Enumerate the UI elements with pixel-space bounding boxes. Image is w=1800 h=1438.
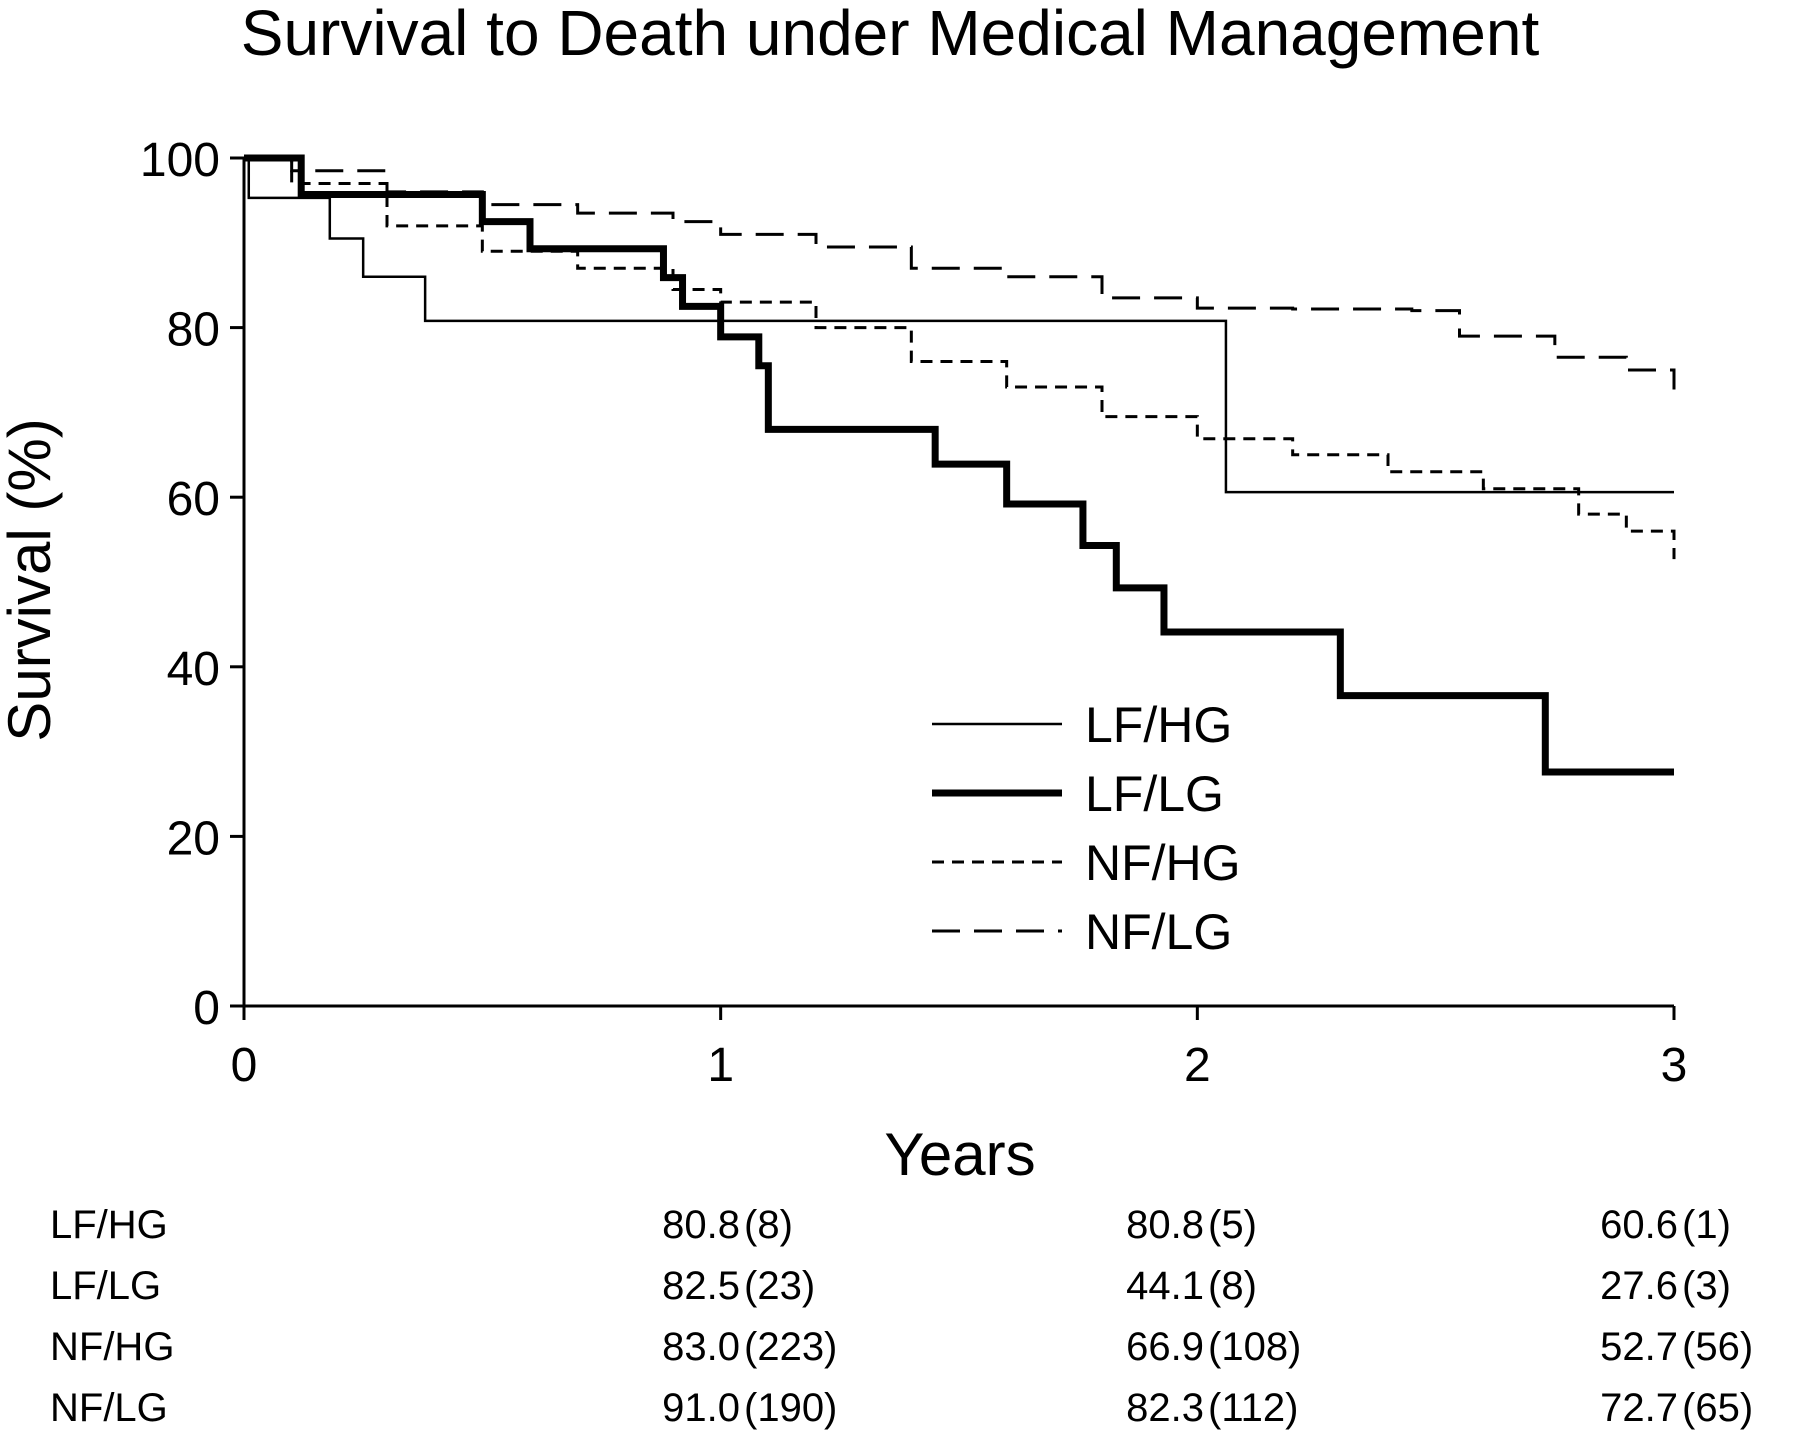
x-tick-label: 1	[707, 1039, 734, 1092]
risk-table-row-label: NF/LG	[50, 1386, 168, 1430]
risk-table-count: (223)	[744, 1325, 837, 1369]
risk-table-count: (56)	[1682, 1325, 1753, 1369]
risk-table-value: 83.0	[662, 1325, 740, 1369]
axes: 0 20 40 60 80 100 0 1 2 3	[140, 134, 1687, 1092]
y-tick-label: 100	[140, 134, 220, 187]
series-line-nf-hg	[244, 156, 1676, 560]
y-axis-label: Survival (%)	[0, 418, 63, 741]
risk-table-count: (8)	[1208, 1264, 1257, 1308]
chart-title: Survival to Death under Medical Manageme…	[241, 0, 1540, 69]
risk-table-row-label: LF/LG	[50, 1264, 161, 1308]
x-axis-label: Years	[884, 1121, 1035, 1188]
risk-table-value: 44.1	[1126, 1264, 1204, 1308]
legend-label-lf-hg: LF/HG	[1085, 697, 1232, 753]
series-lines	[244, 154, 1676, 776]
risk-table-value: 66.9	[1126, 1325, 1204, 1369]
risk-table-count: (65)	[1682, 1386, 1753, 1430]
y-tick-label: 0	[193, 982, 220, 1035]
risk-table-row-label: LF/HG	[50, 1203, 168, 1247]
risk-table-value: 60.6	[1600, 1203, 1678, 1247]
series-line-lf-lg	[244, 154, 1674, 776]
risk-table-count: (112)	[1208, 1386, 1298, 1430]
risk-table-count: (190)	[744, 1386, 837, 1430]
risk-table-value: 82.3	[1126, 1386, 1204, 1430]
series-line-lf-hg	[244, 156, 1674, 494]
y-tick-label: 80	[167, 304, 220, 357]
legend-label-lf-lg: LF/LG	[1085, 766, 1224, 822]
risk-table: LF/HG 80.8 (8) 80.8 (5) 60.6 (1)LF/LG 82.5 (23) 4…	[50, 1203, 1753, 1430]
risk-table-value: 80.8	[662, 1203, 740, 1247]
risk-table-count: (5)	[1208, 1203, 1257, 1247]
risk-table-value: 91.0	[662, 1386, 740, 1430]
y-tick-label: 20	[167, 812, 220, 865]
risk-table-count: (8)	[744, 1203, 793, 1247]
legend: LF/HG LF/LG NF/HG NF/LG	[932, 697, 1241, 960]
risk-table-count: (108)	[1208, 1325, 1301, 1369]
risk-table-value: 27.6	[1600, 1264, 1678, 1308]
x-tick-label: 2	[1184, 1039, 1211, 1092]
risk-table-value: 82.5	[662, 1264, 740, 1308]
risk-table-count: (1)	[1682, 1203, 1731, 1247]
y-tick-label: 40	[167, 643, 220, 696]
risk-table-value: 72.7	[1600, 1386, 1678, 1430]
risk-table-count: (3)	[1682, 1264, 1731, 1308]
risk-table-count: (23)	[744, 1264, 815, 1308]
risk-table-value: 80.8	[1126, 1203, 1204, 1247]
risk-table-value: 52.7	[1600, 1325, 1678, 1369]
y-tick-label: 60	[167, 473, 220, 526]
legend-label-nf-hg: NF/HG	[1085, 835, 1241, 891]
x-tick-label: 0	[231, 1039, 258, 1092]
risk-table-row-label: NF/HG	[50, 1325, 174, 1369]
x-tick-label: 3	[1661, 1039, 1688, 1092]
legend-label-nf-lg: NF/LG	[1085, 904, 1232, 960]
